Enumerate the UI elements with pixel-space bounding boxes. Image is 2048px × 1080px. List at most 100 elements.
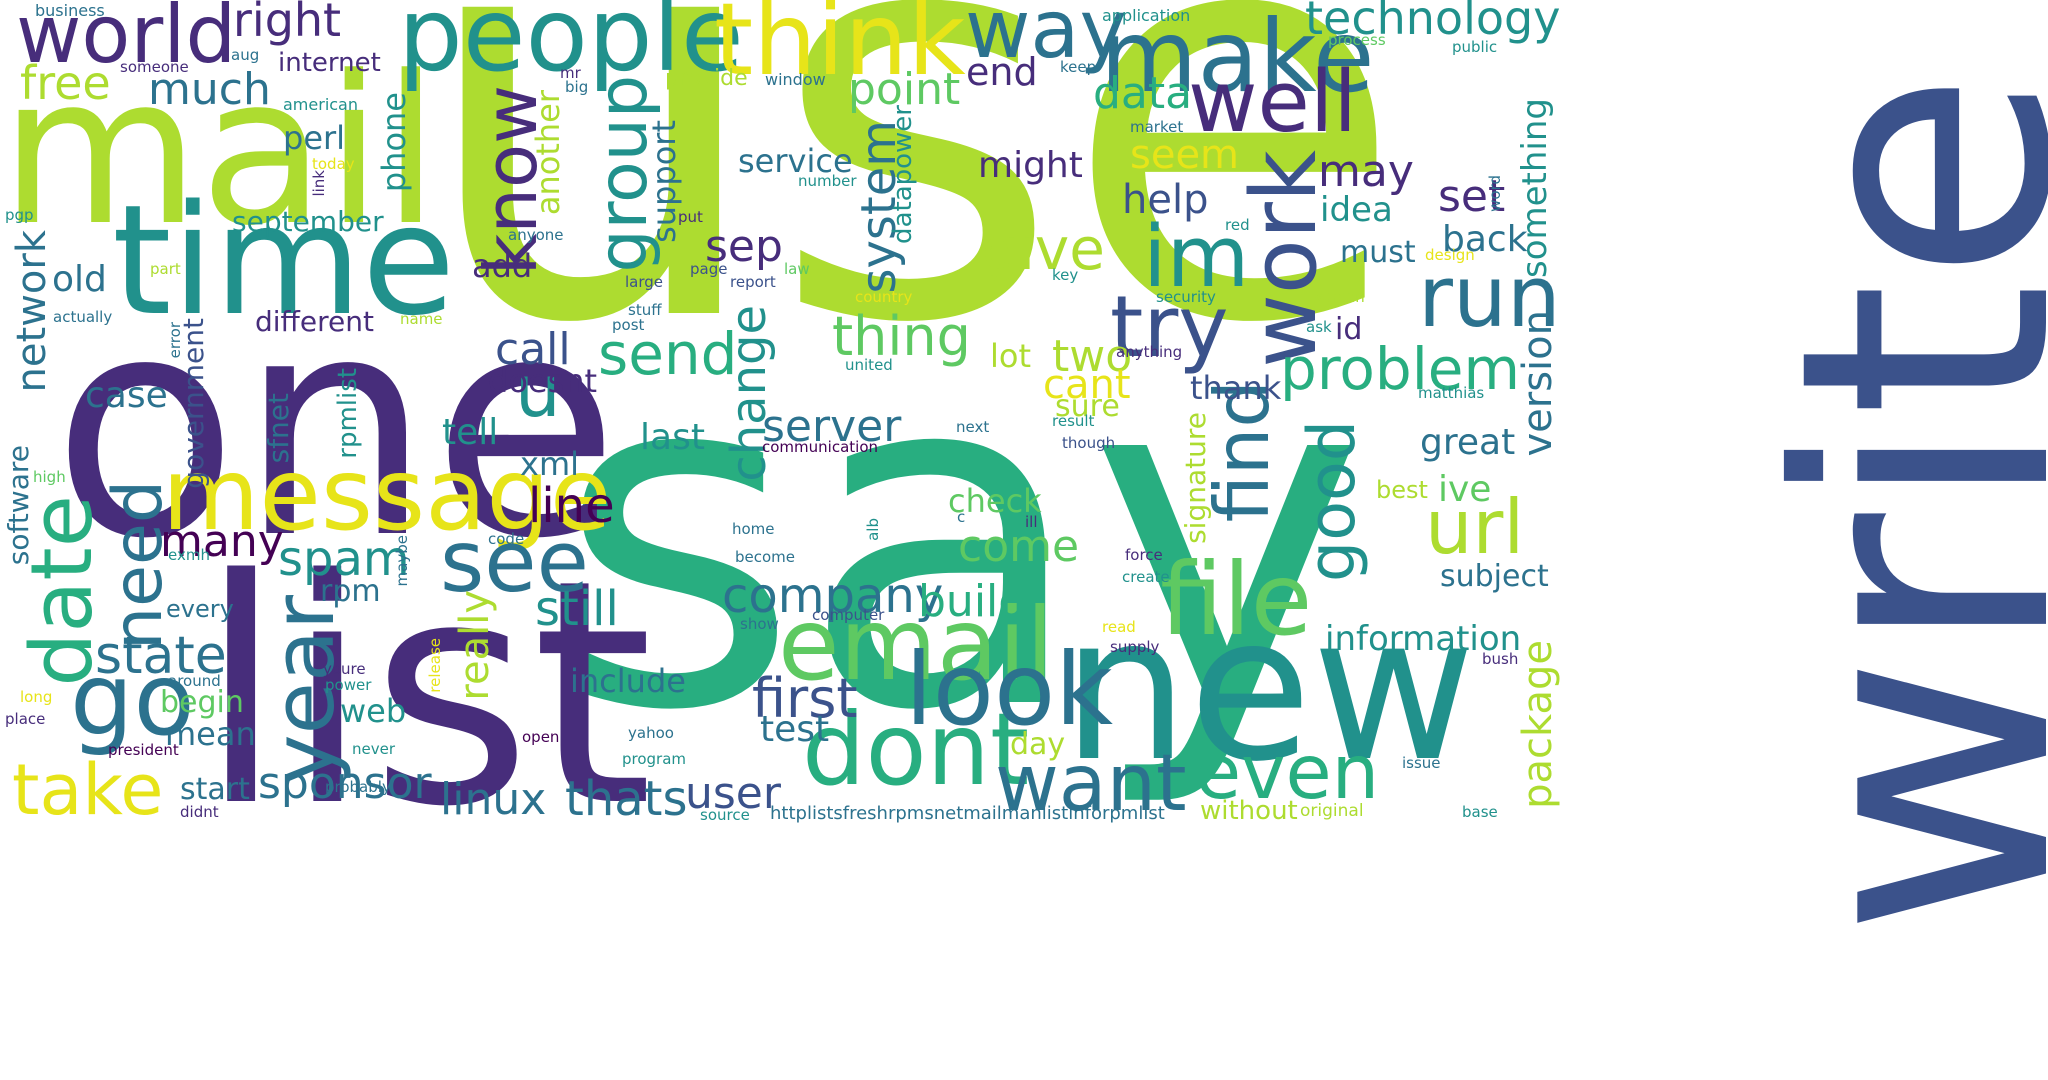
word-public: public xyxy=(1452,38,1498,56)
word-line: line xyxy=(528,478,615,534)
word-release: release xyxy=(426,638,444,693)
word-today: today xyxy=(312,155,355,173)
word-cant: cant xyxy=(1043,362,1131,408)
word-write: write xyxy=(1727,70,2048,938)
word-email: email xyxy=(778,586,1054,703)
word-business: business xyxy=(35,1,105,20)
word-stuff: stuff xyxy=(628,301,662,319)
word-president: president xyxy=(108,741,179,759)
word-right: right xyxy=(233,0,342,47)
word-spam: spam xyxy=(278,531,410,587)
word-base: base xyxy=(1462,803,1498,821)
word-day: day xyxy=(1010,727,1066,762)
word-high: high xyxy=(33,468,66,486)
word-code: code xyxy=(488,530,525,548)
word-may: may xyxy=(1318,146,1414,197)
word-never: never xyxy=(352,740,396,758)
word-people: people xyxy=(398,0,744,95)
word-well: well xyxy=(1188,53,1358,152)
word-open: open xyxy=(522,728,560,746)
word-maybe: maybe xyxy=(393,535,411,587)
word-begin: begin xyxy=(160,685,244,720)
word-subject: subject xyxy=(1440,559,1549,594)
word-server: server xyxy=(762,401,902,452)
word-bush: bush xyxy=(1482,650,1519,668)
word-phone: phone xyxy=(375,92,413,193)
word-datapower: datapower xyxy=(888,105,918,244)
word-didnt: didnt xyxy=(180,803,219,821)
word-youre: youre xyxy=(323,660,366,678)
word-id: id xyxy=(1335,312,1363,347)
word-message: message xyxy=(162,436,612,553)
word-internet: internet xyxy=(278,48,381,78)
word-back: back xyxy=(1442,219,1528,260)
word-check: check xyxy=(948,482,1042,520)
word-send: send xyxy=(598,320,738,388)
word-source: source xyxy=(700,806,750,824)
word-two: two xyxy=(1052,331,1133,382)
word-result: result xyxy=(1052,412,1095,430)
word-think: think xyxy=(714,0,966,98)
word-mean: mean xyxy=(165,715,256,753)
word-come: come xyxy=(958,521,1080,572)
word-window: window xyxy=(765,70,826,89)
word-point: point xyxy=(848,64,961,115)
word-country: country xyxy=(855,288,913,306)
word-show: show xyxy=(740,615,779,633)
word-probably: probably xyxy=(325,778,391,796)
word-force: force xyxy=(1125,546,1163,564)
word-name: name xyxy=(400,310,443,328)
word-new: new xyxy=(1062,573,1476,806)
word-market: market xyxy=(1130,118,1184,136)
word-end: end xyxy=(966,50,1038,94)
word-xml: xml xyxy=(520,445,579,483)
word-aug: aug xyxy=(231,46,260,64)
word-keep: keep xyxy=(1060,58,1097,76)
word-ask: ask xyxy=(1306,318,1332,336)
word-error: error xyxy=(166,322,184,359)
word-read: read xyxy=(1102,618,1136,636)
word-state: state xyxy=(95,626,227,686)
word-mr: mr xyxy=(560,64,581,82)
word-communication: communication xyxy=(762,438,879,456)
word-around: around xyxy=(168,672,221,690)
word-ive: ive xyxy=(1438,469,1492,510)
word-program: program xyxy=(622,750,687,768)
word-use: use xyxy=(415,0,1407,446)
word-really: really xyxy=(452,590,498,701)
word-supply: supply xyxy=(1110,638,1160,656)
word-without: without xyxy=(1200,796,1298,826)
word-go: go xyxy=(70,641,195,758)
word-web: web xyxy=(340,692,407,730)
word-perl: perl xyxy=(283,119,346,157)
word-start: start xyxy=(180,772,250,807)
word-run: run xyxy=(1418,248,1561,347)
word-set: set xyxy=(1438,171,1506,222)
word-red: red xyxy=(1225,216,1250,234)
word-another: another xyxy=(529,90,567,216)
word-im: im xyxy=(1143,208,1250,307)
word-large: large xyxy=(625,273,664,291)
word-american: american xyxy=(283,95,358,114)
word-doesnt: doesnt xyxy=(488,362,598,400)
word-c: c xyxy=(957,508,966,526)
word-u: u xyxy=(515,349,561,433)
word-still: still xyxy=(535,581,619,637)
word-rpm: rpm xyxy=(320,574,381,609)
word-place: place xyxy=(5,710,46,728)
word-make: make xyxy=(1100,0,1375,115)
word-process: process xyxy=(1328,31,1386,49)
word-part: part xyxy=(150,260,181,278)
word-anything: anything xyxy=(1116,343,1183,361)
word-service: service xyxy=(738,142,853,180)
word-pgp: pgp xyxy=(5,206,34,224)
word-computer: computer xyxy=(812,606,885,624)
word-idea: idea xyxy=(1320,190,1393,230)
word-first: first xyxy=(752,667,858,730)
word-number: number xyxy=(798,172,857,190)
word-design: design xyxy=(1425,246,1475,264)
word-last: last xyxy=(640,417,705,458)
word-include: include xyxy=(570,662,686,700)
word-thats: thats xyxy=(565,771,688,827)
word-lot: lot xyxy=(990,337,1032,375)
